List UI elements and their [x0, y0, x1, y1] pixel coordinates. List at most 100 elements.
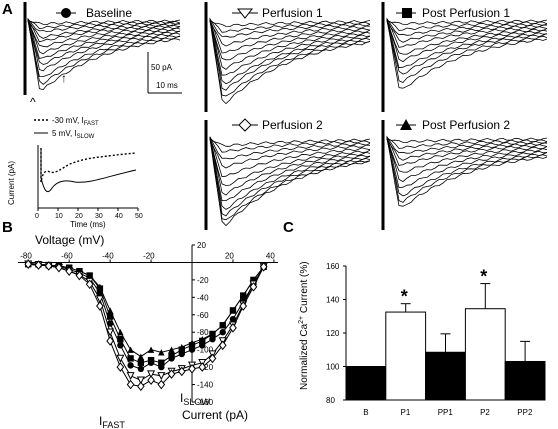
bar-y-tick-label: 120	[326, 329, 340, 338]
bar-y-tick-label: 140	[326, 296, 340, 305]
iv-data-point	[188, 339, 196, 346]
iv-data-point	[249, 282, 258, 292]
iv-data-point	[127, 346, 134, 353]
scale-current-label: 50 pA	[151, 63, 173, 72]
current-trace	[209, 20, 371, 105]
inset-fast-trace	[40, 148, 137, 183]
current-trace	[209, 138, 371, 178]
baseline-traces	[27, 17, 181, 91]
inset-x-tick-label: 0	[35, 213, 39, 220]
bar-y-tick-label: 160	[326, 262, 340, 271]
current-trace	[386, 138, 548, 161]
annotation-i-fast: IFAST	[99, 414, 125, 429]
current-trace	[386, 20, 548, 48]
iv-data-point	[229, 307, 237, 314]
current-trace	[27, 19, 181, 59]
iv-data-point	[219, 329, 226, 336]
current-trace	[209, 137, 371, 210]
current-trace	[386, 20, 548, 83]
iv-data-point	[106, 320, 114, 327]
perfusion2-trace-block: Perfusion 2	[204, 118, 371, 230]
iv-data-point	[116, 354, 125, 363]
bar	[464, 308, 506, 401]
post-perfusion2-trace-block: Post Perfusion 2	[381, 118, 548, 230]
iv-xlabel: Voltage (mV)	[35, 233, 104, 247]
iv-series-line	[28, 262, 265, 358]
scale-time-label: 10 ms	[156, 81, 178, 90]
iv-data-point	[136, 381, 145, 392]
panel-letter-b: B	[2, 219, 13, 236]
bar-y-tick-label: 100	[326, 363, 340, 372]
current-trace	[209, 136, 371, 221]
panel-letter-a: A	[2, 1, 13, 18]
perfusion1-traces	[209, 17, 371, 105]
current-trace	[27, 18, 181, 48]
current-trace	[386, 138, 548, 183]
iv-data-point	[199, 336, 206, 343]
current-trace	[209, 138, 371, 153]
filled-square-marker-icon	[402, 8, 412, 18]
bar	[345, 366, 387, 401]
iv-x-tick-label: -20	[143, 251, 155, 260]
baseline-label: Baseline	[86, 6, 132, 20]
iv-series-line	[28, 263, 265, 381]
bar	[504, 360, 546, 401]
iv-data-point	[116, 362, 125, 372]
iv-data-point	[55, 262, 63, 273]
current-trace	[386, 20, 548, 63]
filled-triangle-marker-icon	[400, 119, 412, 130]
current-trace	[209, 20, 371, 91]
perfusion1-label: Perfusion 1	[262, 6, 323, 20]
current-trace	[209, 20, 371, 33]
current-trace	[209, 137, 371, 147]
iv-data-point	[239, 301, 248, 311]
fast-peak-caret: ^	[30, 95, 36, 109]
iv-data-point	[106, 313, 114, 320]
iv-data-point	[137, 365, 145, 373]
current-trace	[209, 18, 371, 61]
bar	[385, 311, 427, 401]
iv-data-point	[259, 262, 268, 272]
inset-ylabel: Current (pA)	[7, 161, 16, 205]
iv-data-point	[198, 362, 207, 372]
bar-y-tick-label: 80	[326, 396, 335, 405]
iv-y-tick-label: -20	[197, 276, 209, 285]
iv-data-point	[209, 330, 216, 338]
bar-ylabel: Normalized Ca2+ Current (%)	[298, 261, 310, 390]
iv-data-point	[168, 346, 175, 353]
iv-data-point	[147, 356, 155, 364]
bar-category-label: PP1	[438, 408, 454, 417]
iv-data-point	[147, 346, 155, 353]
iv-data-point	[147, 370, 156, 379]
current-trace	[27, 20, 181, 30]
iv-data-point	[158, 349, 165, 356]
current-trace	[27, 20, 181, 91]
current-trace	[209, 138, 371, 227]
current-trace	[209, 19, 371, 27]
open-triangle-marker-icon	[236, 8, 254, 19]
baseline-trace-block: Baseline 50 pA 10 ms ^ ↑	[23, 2, 182, 109]
current-trace	[209, 20, 371, 70]
panel-letter-c: C	[283, 219, 294, 236]
bar-chart: 80 100 120 140 160 B * P1 PP1 * P2 PP2 Normalized …	[298, 261, 546, 417]
current-trace	[27, 18, 181, 78]
bar-category-label: P1	[401, 408, 411, 417]
iv-data-point	[218, 340, 227, 351]
inset-slow-trace	[40, 148, 137, 193]
iv-data-point	[158, 359, 165, 366]
iv-data-point	[24, 259, 33, 269]
current-trace	[386, 136, 548, 207]
current-trace	[27, 20, 181, 43]
current-trace	[209, 19, 371, 76]
iv-data-point	[167, 369, 176, 379]
iv-data-point	[168, 352, 175, 359]
current-trace	[386, 19, 548, 69]
perfusion2-label: Perfusion 2	[262, 118, 323, 132]
current-trace	[27, 20, 181, 55]
inset-x-tick-label: 30	[95, 213, 103, 220]
iv-y-tick-label: -80	[197, 328, 209, 337]
iv-x-tick-label: -40	[102, 251, 114, 260]
iv-x-tick-label: -60	[61, 251, 73, 260]
post-perfusion1-traces	[386, 17, 548, 89]
